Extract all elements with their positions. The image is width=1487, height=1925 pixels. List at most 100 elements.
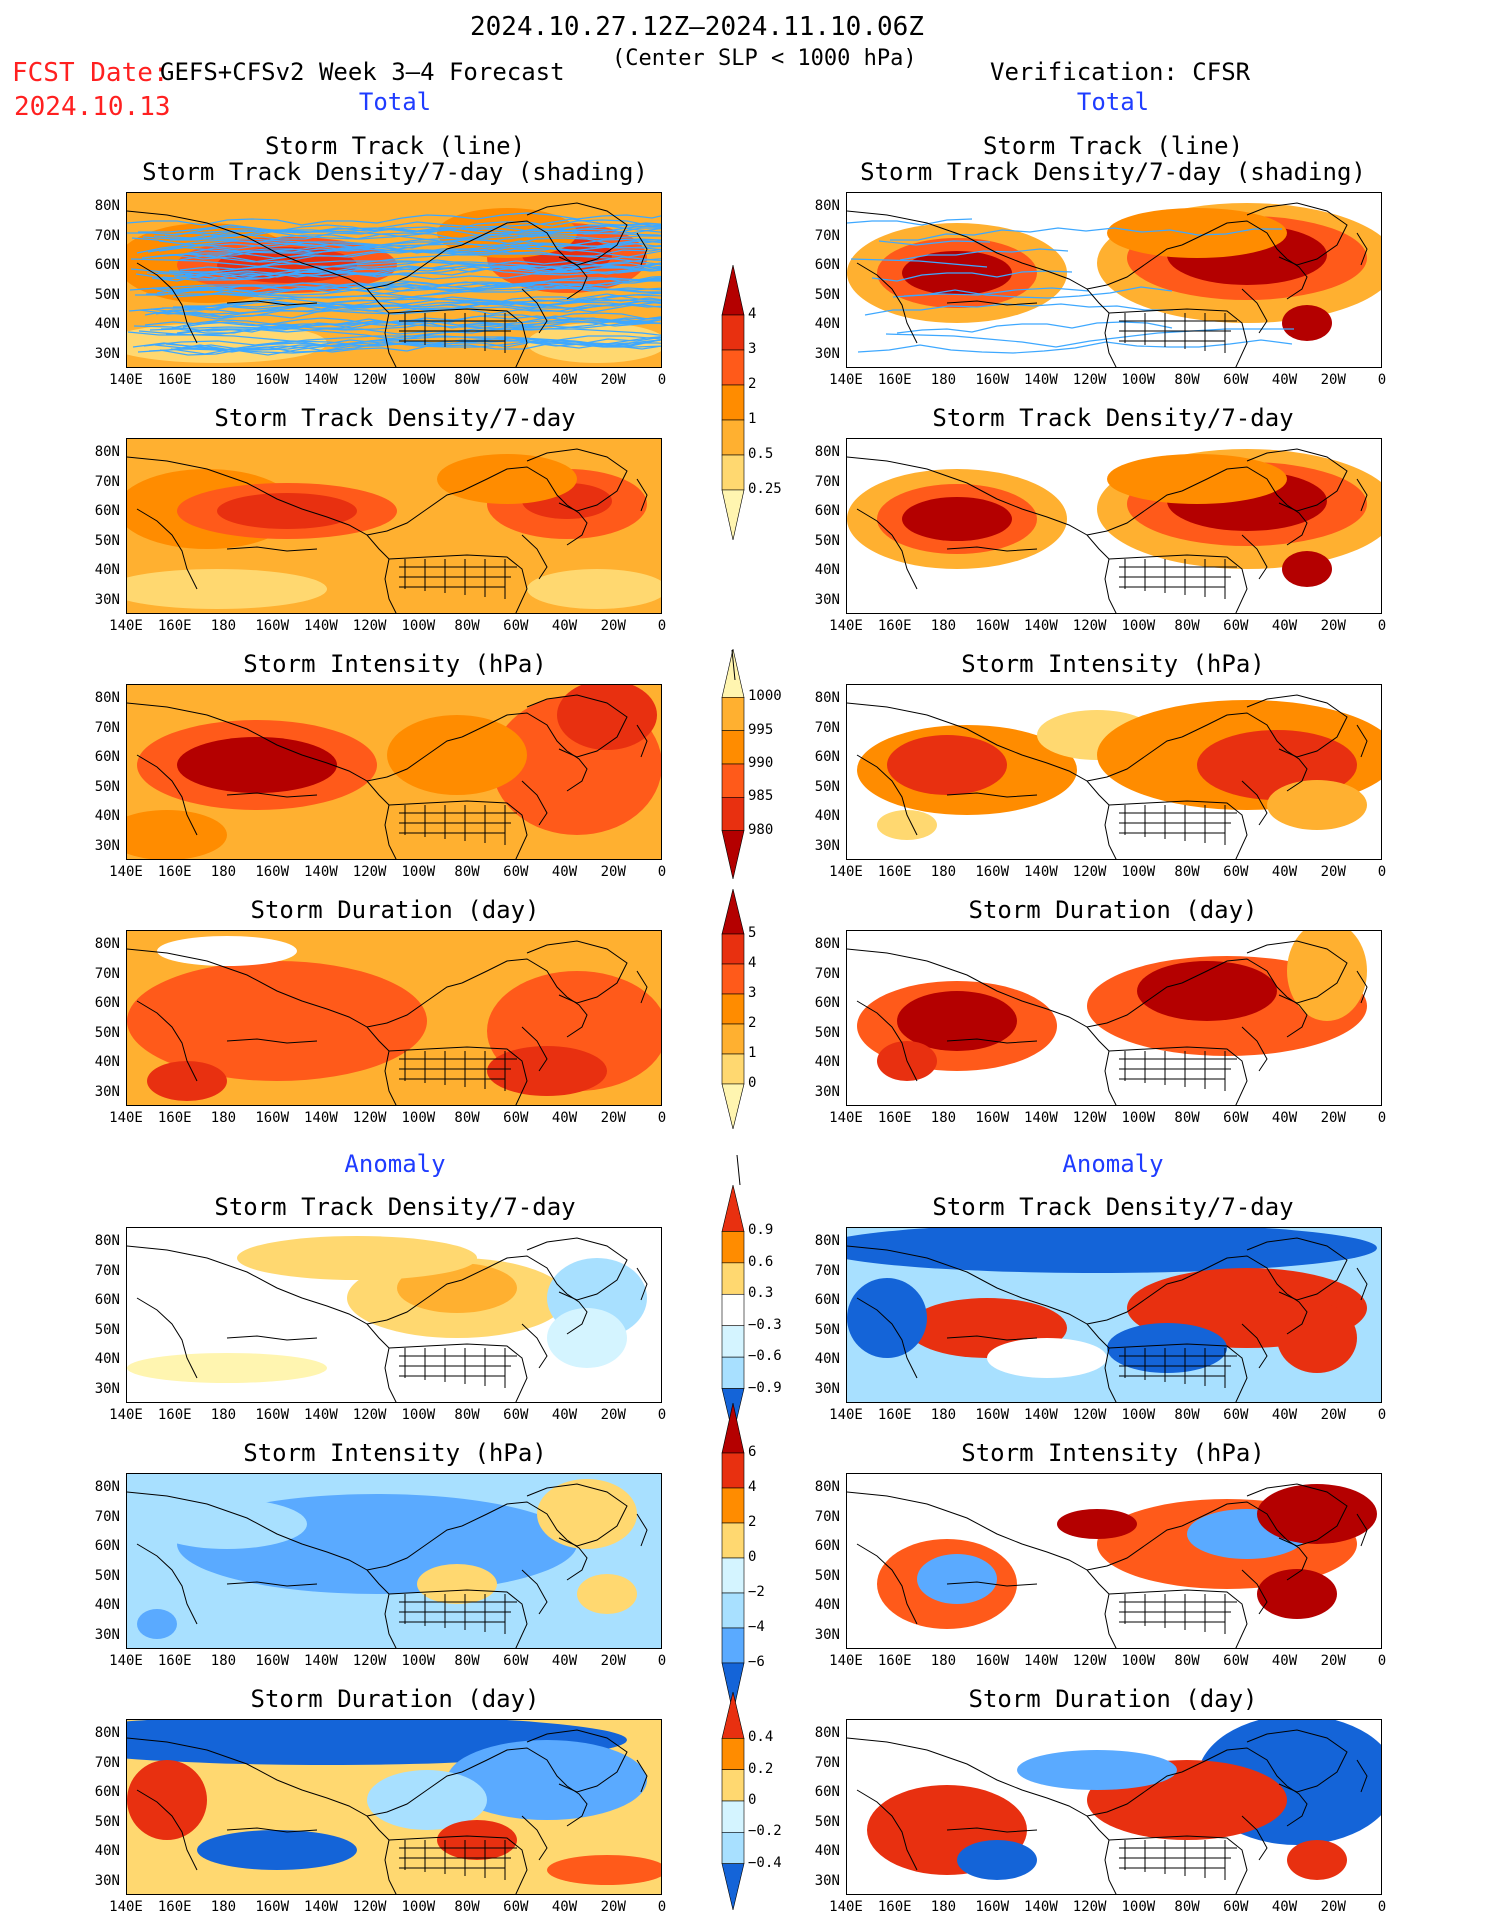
lon-label: 160E [877, 1407, 912, 1423]
lon-label: 160W [975, 372, 1010, 388]
colorbar-duration-total-tick: 1 [748, 1045, 757, 1061]
colorbar-density-anom-tick: −0.6 [748, 1348, 782, 1365]
lat-label: 50N [94, 286, 120, 303]
lon-label: 120W [352, 1653, 387, 1669]
lat-label: 50N [94, 1567, 120, 1584]
map-panel-verification-4 [846, 930, 1382, 1106]
map-panel-verification-1 [846, 192, 1382, 368]
lon-label: 140W [1024, 1407, 1058, 1423]
lon-label: 20W [1320, 618, 1346, 634]
map-panel-verification-6 [846, 1473, 1382, 1649]
colorbar-intensity-total-tick: 980 [748, 821, 774, 838]
lon-label: 0 [657, 618, 667, 634]
lon-label: 80W [454, 1407, 480, 1423]
colorbar-intensity-anom-tick: 2 [748, 1514, 757, 1530]
lat-label: 60N [94, 1784, 120, 1800]
colorbar-density-anom-tick: −0.9 [748, 1379, 782, 1396]
lon-label: 120W [1072, 1110, 1107, 1126]
colorbar-density-total [721, 265, 745, 540]
lat-label: 40N [814, 808, 840, 824]
lat-label: 40N [94, 1597, 120, 1613]
lon-label: 160W [255, 864, 290, 880]
colorbar-density-anom-tick: 0.6 [748, 1253, 774, 1270]
total-heading-right: Total [1076, 88, 1150, 116]
colorbar-duration-anom-tick: −0.4 [748, 1854, 782, 1871]
lon-label: 0 [1377, 1407, 1387, 1423]
lat-label: 70N [814, 1754, 840, 1771]
lat-label: 30N [94, 1380, 120, 1397]
lat-label: 80N [94, 444, 120, 460]
lon-label: 40W [1271, 618, 1298, 634]
lat-label: 70N [94, 1508, 120, 1525]
lat-label: 80N [94, 1233, 120, 1249]
lat-label: 30N [814, 1626, 840, 1643]
lon-label: 120W [352, 864, 387, 880]
colorbar-intensity-total-tick: 990 [748, 755, 774, 771]
lat-label: 50N [94, 1321, 120, 1338]
lon-label: 160W [255, 618, 290, 634]
lat-label: 60N [814, 749, 840, 765]
lon-label: 160W [255, 1110, 290, 1126]
lon-label: 180 [210, 1110, 237, 1126]
colorbar-duration-total-tick: 0 [748, 1075, 757, 1091]
colorbar-intensity-anom-tick: 0 [748, 1549, 757, 1565]
lon-label: 20W [1320, 372, 1346, 388]
colorbar-duration-total [721, 889, 745, 1129]
lat-label: 80N [94, 1725, 120, 1741]
title-l1a: Storm Track (line) [264, 132, 526, 160]
lat-label: 70N [814, 719, 840, 736]
lon-label: 160E [157, 1899, 192, 1915]
lat-label: 50N [94, 778, 120, 795]
anomaly-heading-right: Anomaly [1062, 1150, 1164, 1178]
lon-label: 180 [210, 618, 237, 634]
lon-label: 60W [503, 372, 529, 388]
lon-label: 140E [829, 372, 863, 388]
lat-label: 40N [94, 1054, 120, 1070]
lon-label: 160W [975, 1407, 1010, 1423]
lat-label: 50N [814, 1567, 840, 1584]
lat-label: 80N [814, 936, 840, 952]
lat-label: 60N [94, 257, 120, 273]
lon-label: 180 [210, 372, 237, 388]
colorbar-density-anom-tick: 0.3 [748, 1285, 774, 1302]
lat-label: 40N [814, 1843, 840, 1859]
lon-label: 160E [157, 1653, 192, 1669]
title-r3: Storm Intensity (hPa) [961, 650, 1265, 678]
lon-label: 20W [600, 1653, 626, 1669]
title-r4: Storm Duration (day) [968, 896, 1258, 924]
lon-label: 100W [1121, 1407, 1156, 1423]
map-panel-forecast-1 [126, 192, 662, 368]
colorbar-duration-anom-tick: −0.2 [748, 1823, 782, 1840]
lat-label: 50N [814, 778, 840, 795]
lon-label: 100W [1121, 1110, 1156, 1126]
lon-label: 100W [1121, 618, 1156, 634]
lon-label: 20W [1320, 1899, 1346, 1915]
title-l4: Storm Duration (day) [250, 896, 540, 924]
lon-label: 120W [352, 618, 387, 634]
lat-label: 60N [94, 995, 120, 1011]
lon-label: 120W [352, 372, 387, 388]
lon-label: 180 [930, 1110, 957, 1126]
lon-label: 0 [1377, 618, 1387, 634]
lon-label: 60W [1223, 1899, 1249, 1915]
lon-label: 100W [1121, 372, 1156, 388]
lon-label: 160E [877, 1653, 912, 1669]
lon-label: 40W [551, 372, 578, 388]
lon-label: 0 [657, 372, 667, 388]
lat-label: 60N [814, 1538, 840, 1554]
lon-label: 140W [304, 372, 338, 388]
title-r5: Storm Track Density/7-day [932, 1193, 1294, 1221]
map-panel-forecast-4 [126, 930, 662, 1106]
lon-label: 60W [503, 864, 529, 880]
lon-label: 160W [975, 864, 1010, 880]
lon-label: 120W [352, 1110, 387, 1126]
lat-label: 70N [814, 965, 840, 982]
lon-label: 20W [600, 372, 626, 388]
colorbar-density-total-tick: 2 [748, 376, 757, 392]
lon-label: 140E [829, 1653, 863, 1669]
lon-label: 160E [157, 1110, 192, 1126]
lat-label: 80N [814, 444, 840, 460]
lon-label: 140E [829, 864, 863, 880]
lon-label: 0 [1377, 372, 1387, 388]
lat-label: 70N [814, 227, 840, 244]
